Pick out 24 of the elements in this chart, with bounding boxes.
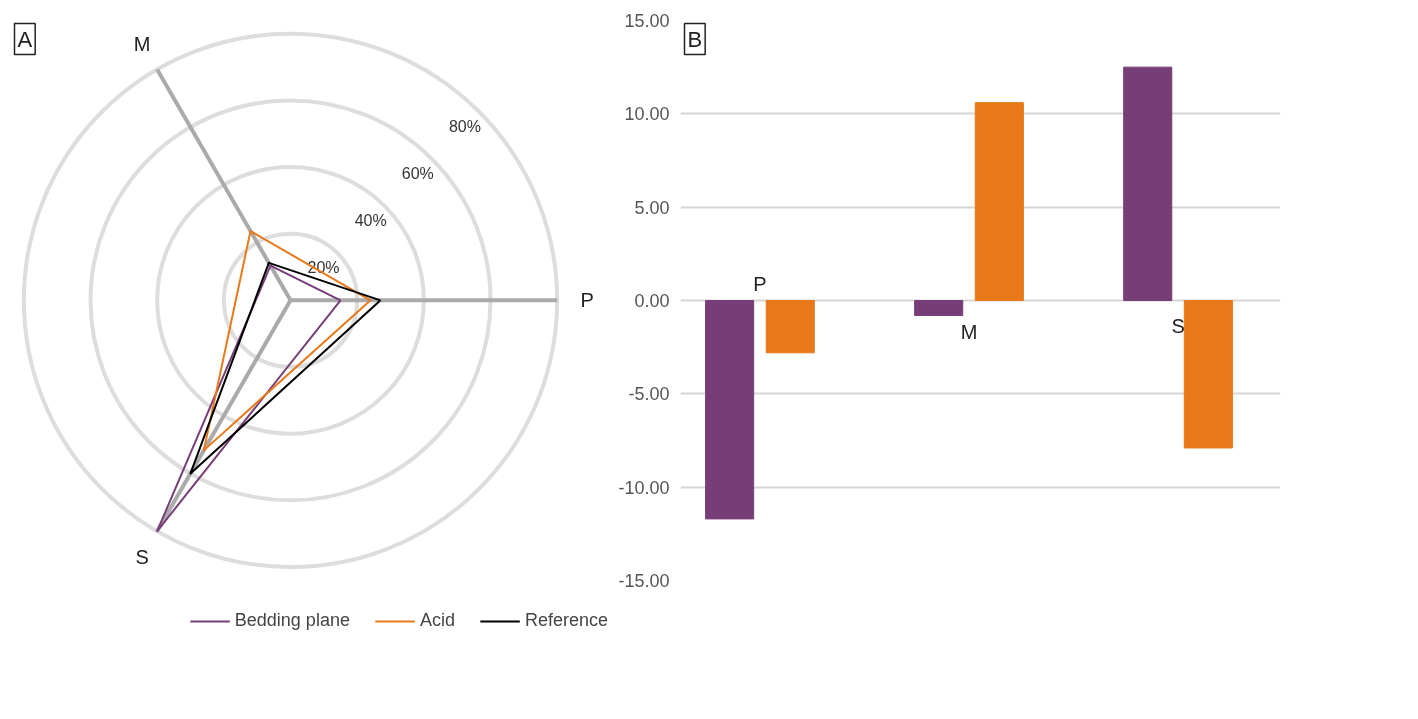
legend-label: Acid <box>419 610 455 631</box>
y-tick-label: 15.00 <box>624 11 670 31</box>
bar <box>1183 300 1233 449</box>
bar <box>914 300 964 316</box>
y-tick-label: -10.00 <box>618 477 670 498</box>
y-tick-label: 40% <box>354 211 387 229</box>
bar <box>1123 66 1173 301</box>
bar <box>974 102 1024 301</box>
spoke-label: P <box>580 289 594 312</box>
chart-title: B <box>687 26 703 52</box>
y-tick-label: -5.00 <box>628 384 670 405</box>
bar <box>765 300 815 354</box>
chart-title: A <box>17 26 33 52</box>
legend-label: Bedding plane <box>234 610 350 631</box>
y-tick-label: 80% <box>448 117 481 135</box>
y-tick-label: 5.00 <box>634 197 670 218</box>
y-tick-label: 60% <box>401 164 434 182</box>
spoke-label: M <box>133 32 151 55</box>
y-tick-label: -15.00 <box>618 571 670 591</box>
legend-label: Reference <box>524 610 608 631</box>
y-tick-label: 0.00 <box>634 291 670 311</box>
y-tick-label: 10.00 <box>624 104 670 125</box>
spoke-label: S <box>135 546 149 569</box>
bar <box>705 300 755 520</box>
